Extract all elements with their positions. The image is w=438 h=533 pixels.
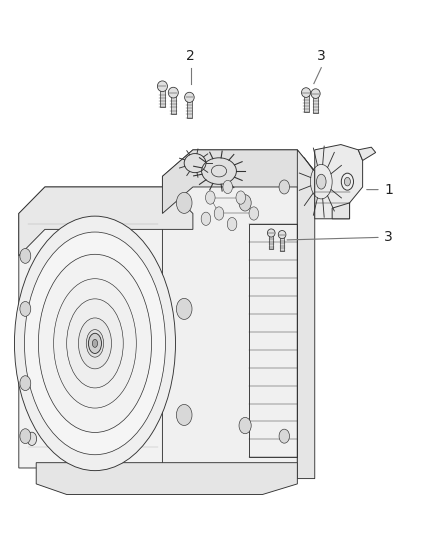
- Ellipse shape: [20, 248, 31, 263]
- Ellipse shape: [214, 207, 224, 220]
- Ellipse shape: [78, 318, 112, 369]
- Ellipse shape: [53, 279, 136, 408]
- Ellipse shape: [239, 195, 251, 211]
- Text: 3: 3: [317, 50, 325, 63]
- Ellipse shape: [177, 192, 192, 213]
- Ellipse shape: [27, 432, 37, 446]
- Ellipse shape: [14, 216, 176, 471]
- FancyBboxPatch shape: [160, 86, 165, 108]
- Ellipse shape: [177, 298, 192, 319]
- Ellipse shape: [92, 340, 98, 348]
- Ellipse shape: [317, 174, 326, 189]
- Ellipse shape: [344, 177, 350, 186]
- Ellipse shape: [279, 180, 290, 194]
- Ellipse shape: [205, 191, 215, 204]
- Ellipse shape: [20, 302, 31, 317]
- Polygon shape: [297, 150, 315, 479]
- FancyBboxPatch shape: [187, 98, 192, 117]
- Ellipse shape: [212, 165, 226, 177]
- Polygon shape: [36, 463, 297, 495]
- Text: 2: 2: [186, 50, 195, 63]
- FancyBboxPatch shape: [269, 233, 273, 249]
- Ellipse shape: [25, 232, 166, 455]
- Ellipse shape: [223, 180, 233, 193]
- Polygon shape: [162, 150, 297, 479]
- FancyBboxPatch shape: [313, 94, 318, 113]
- Ellipse shape: [168, 87, 178, 98]
- Ellipse shape: [20, 376, 31, 391]
- Ellipse shape: [157, 81, 167, 92]
- Ellipse shape: [279, 429, 290, 443]
- Ellipse shape: [341, 173, 353, 190]
- FancyBboxPatch shape: [280, 235, 284, 251]
- Ellipse shape: [67, 299, 123, 388]
- Ellipse shape: [311, 89, 320, 99]
- Polygon shape: [358, 147, 376, 160]
- Text: 3: 3: [385, 230, 393, 244]
- Text: 1: 1: [385, 183, 393, 197]
- Polygon shape: [19, 187, 193, 256]
- Polygon shape: [162, 150, 315, 214]
- FancyBboxPatch shape: [304, 93, 308, 112]
- Ellipse shape: [39, 254, 152, 432]
- Polygon shape: [332, 203, 350, 219]
- Ellipse shape: [227, 217, 237, 231]
- Ellipse shape: [177, 405, 192, 425]
- Ellipse shape: [267, 229, 275, 237]
- Ellipse shape: [278, 230, 286, 239]
- Ellipse shape: [88, 333, 102, 353]
- Ellipse shape: [236, 191, 246, 204]
- Polygon shape: [315, 144, 363, 219]
- Ellipse shape: [201, 212, 211, 225]
- FancyBboxPatch shape: [170, 93, 176, 114]
- Ellipse shape: [20, 429, 31, 443]
- Ellipse shape: [86, 329, 104, 357]
- Ellipse shape: [239, 417, 251, 434]
- Polygon shape: [19, 187, 167, 468]
- Ellipse shape: [301, 88, 311, 98]
- Ellipse shape: [249, 207, 258, 220]
- Ellipse shape: [185, 92, 194, 102]
